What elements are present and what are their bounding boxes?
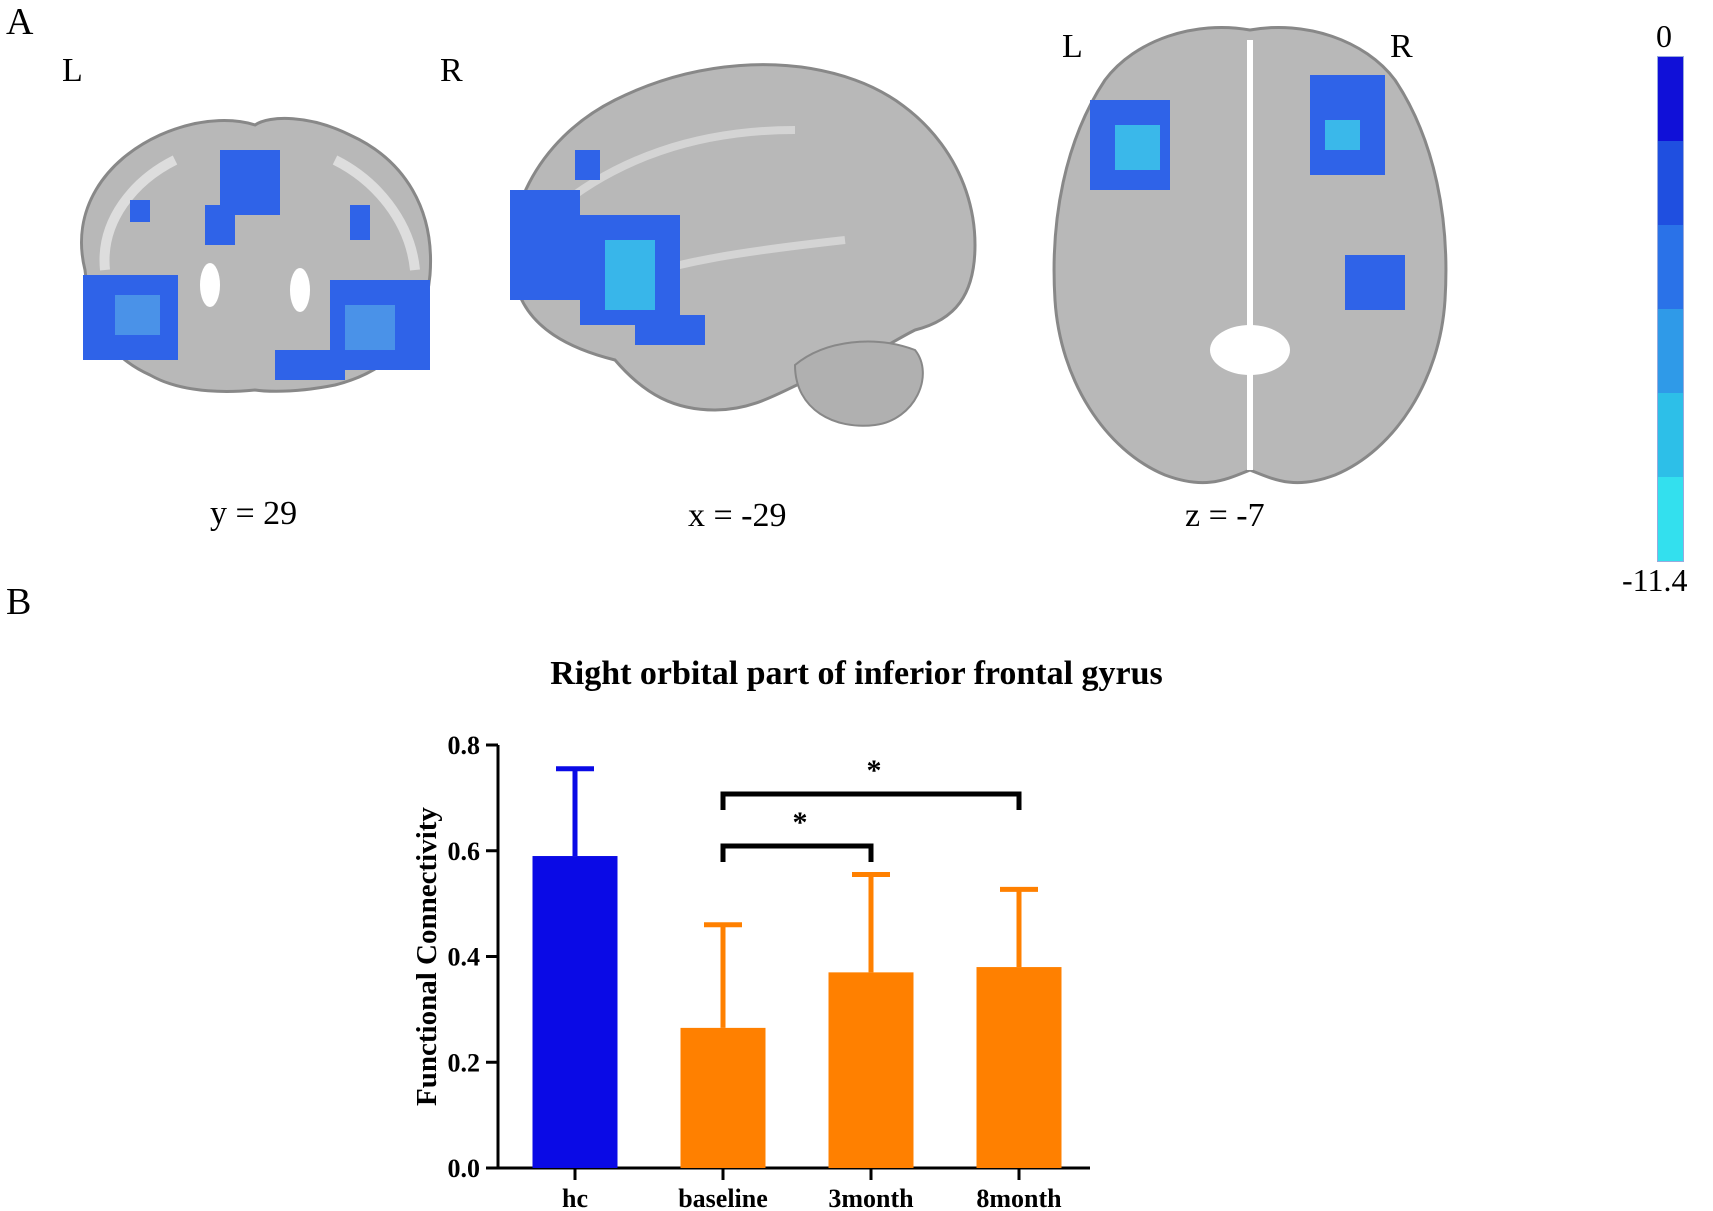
significance-label: * bbox=[867, 754, 882, 787]
y-axis-label: Functional Connectivity bbox=[411, 807, 443, 1106]
significance-label: * bbox=[793, 806, 808, 839]
y-tick-label: 0.8 bbox=[448, 731, 481, 760]
x-tick-label: baseline bbox=[678, 1184, 768, 1211]
axial-brain-slice bbox=[1052, 26, 1448, 485]
left-side-label-axial: L bbox=[1062, 28, 1083, 65]
right-side-label-axial: R bbox=[1390, 28, 1413, 65]
chart-title: Right orbital part of inferior frontal g… bbox=[550, 655, 1163, 692]
bar-hc bbox=[532, 856, 618, 1168]
panel-b-label: B bbox=[6, 581, 32, 623]
y-tick-label: 0.4 bbox=[448, 943, 481, 972]
colorbar-min-label: -11.4 bbox=[1622, 562, 1688, 598]
sagittal-coordinate: x = -29 bbox=[688, 497, 787, 534]
bar-8month bbox=[976, 967, 1062, 1168]
y-tick-label: 0.0 bbox=[448, 1154, 481, 1183]
bar-3month bbox=[828, 972, 914, 1168]
bar-baseline bbox=[680, 1027, 766, 1168]
colorbar-band bbox=[1658, 141, 1683, 225]
x-tick-label: hc bbox=[562, 1184, 588, 1211]
axial-coordinate: z = -7 bbox=[1185, 497, 1265, 534]
sagittal-brain-slice bbox=[510, 63, 977, 427]
colorbar-band bbox=[1658, 393, 1683, 477]
colorbar-max-label: 0 bbox=[1656, 18, 1672, 54]
colorbar bbox=[1657, 56, 1684, 562]
panel-a-label: A bbox=[6, 1, 34, 43]
colorbar-band bbox=[1658, 225, 1683, 309]
x-tick-label: 8month bbox=[976, 1184, 1062, 1211]
colorbar-band bbox=[1658, 57, 1683, 141]
y-tick-label: 0.6 bbox=[448, 837, 481, 866]
colorbar-band bbox=[1658, 309, 1683, 393]
significance-bracket bbox=[720, 791, 1022, 810]
colorbar-band bbox=[1658, 477, 1683, 561]
x-tick-label: 3month bbox=[828, 1184, 914, 1211]
y-tick-label: 0.2 bbox=[448, 1048, 481, 1077]
significance-bracket bbox=[720, 843, 874, 862]
coronal-coordinate: y = 29 bbox=[210, 495, 298, 532]
right-side-label-coronal: R bbox=[440, 52, 463, 89]
left-side-label-coronal: L bbox=[62, 52, 83, 89]
coronal-brain-slice bbox=[80, 117, 433, 393]
